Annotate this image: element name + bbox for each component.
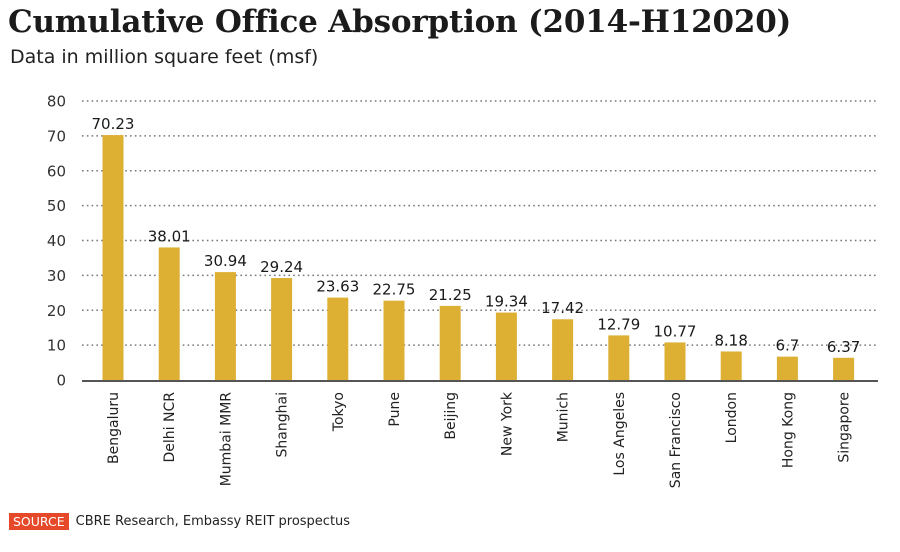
y-tick-label-70: 70 [47, 127, 66, 145]
bar-bengaluru [102, 135, 124, 380]
bar-hong-kong [776, 356, 798, 380]
y-tick-label-80: 80 [47, 93, 66, 111]
bar-delhi-ncr [158, 247, 180, 380]
x-label-london: London [724, 392, 740, 443]
x-label-delhi-ncr: Delhi NCR [162, 392, 178, 463]
y-tick-label-10: 10 [47, 337, 66, 355]
x-axis-labels: Bengaluru Delhi NCR Mumbai MMR Shanghai Toky… [106, 391, 853, 488]
value-label-san-francisco: 10.77 [654, 322, 697, 340]
value-label-tokyo: 23.63 [316, 278, 359, 296]
source-text: CBRE Research, Embassy REIT prospectus [75, 514, 351, 529]
y-tick-label-20: 20 [47, 302, 66, 320]
source-note: SOURCE CBRE Research, Embassy REIT prosp… [9, 513, 350, 530]
bars [102, 135, 855, 380]
bar-san-francisco [664, 342, 686, 380]
value-label-beijing: 21.25 [429, 286, 472, 304]
value-label-pune: 22.75 [373, 281, 416, 299]
y-tick-label-30: 30 [47, 267, 66, 285]
x-label-hong-kong: Hong Kong [780, 392, 796, 468]
x-label-los-angeles: Los Angeles [612, 392, 628, 476]
y-tick-label-0: 0 [56, 372, 66, 390]
bar-shanghai [271, 278, 293, 380]
bar-mumbai-mmr [214, 272, 236, 380]
x-label-singapore: Singapore [837, 392, 853, 463]
source-badge: SOURCE [9, 513, 69, 530]
value-label-hong-kong: 6.7 [775, 337, 799, 355]
bar-new-york [495, 312, 517, 380]
x-label-beijing: Beijing [443, 392, 459, 440]
chart-title: Cumulative Office Absorption (2014-H1202… [8, 4, 792, 40]
x-label-shanghai: Shanghai [275, 392, 291, 457]
value-label-singapore: 6.37 [827, 338, 860, 356]
x-label-bengaluru: Bengaluru [106, 392, 122, 464]
value-label-los-angeles: 12.79 [597, 315, 640, 333]
value-label-delhi-ncr: 38.01 [148, 227, 191, 245]
bar-singapore [833, 357, 855, 380]
bar-los-angeles [608, 335, 630, 380]
value-label-bengaluru: 70.23 [92, 115, 135, 133]
y-tick-label-50: 50 [47, 197, 66, 215]
y-tick-label-40: 40 [47, 232, 66, 250]
value-label-shanghai: 29.24 [260, 258, 303, 276]
gridlines [82, 100, 878, 346]
x-label-mumbai-mmr: Mumbai MMR [218, 392, 234, 487]
bar-pune [383, 300, 405, 380]
x-label-pune: Pune [387, 392, 403, 427]
bar-london [720, 351, 742, 380]
x-label-san-francisco: San Francisco [668, 392, 684, 488]
value-label-london: 8.18 [714, 331, 747, 349]
chart-subtitle: Data in million square feet (msf) [10, 46, 319, 68]
x-label-new-york: New York [499, 391, 515, 456]
y-tick-label-60: 60 [47, 162, 66, 180]
x-label-munich: Munich [556, 392, 572, 442]
y-axis-ticks: 0 10 20 30 40 50 60 70 80 [47, 93, 66, 390]
bar-munich [552, 319, 574, 380]
value-label-munich: 17.42 [541, 299, 584, 317]
value-label-mumbai-mmr: 30.94 [204, 252, 247, 270]
value-labels: 70.23 38.01 30.94 29.24 23.63 22.75 21.25 19.34… [92, 115, 861, 356]
bar-tokyo [327, 297, 349, 380]
bar-beijing [439, 305, 461, 380]
value-label-new-york: 19.34 [485, 293, 528, 311]
x-label-tokyo: Tokyo [331, 392, 347, 432]
